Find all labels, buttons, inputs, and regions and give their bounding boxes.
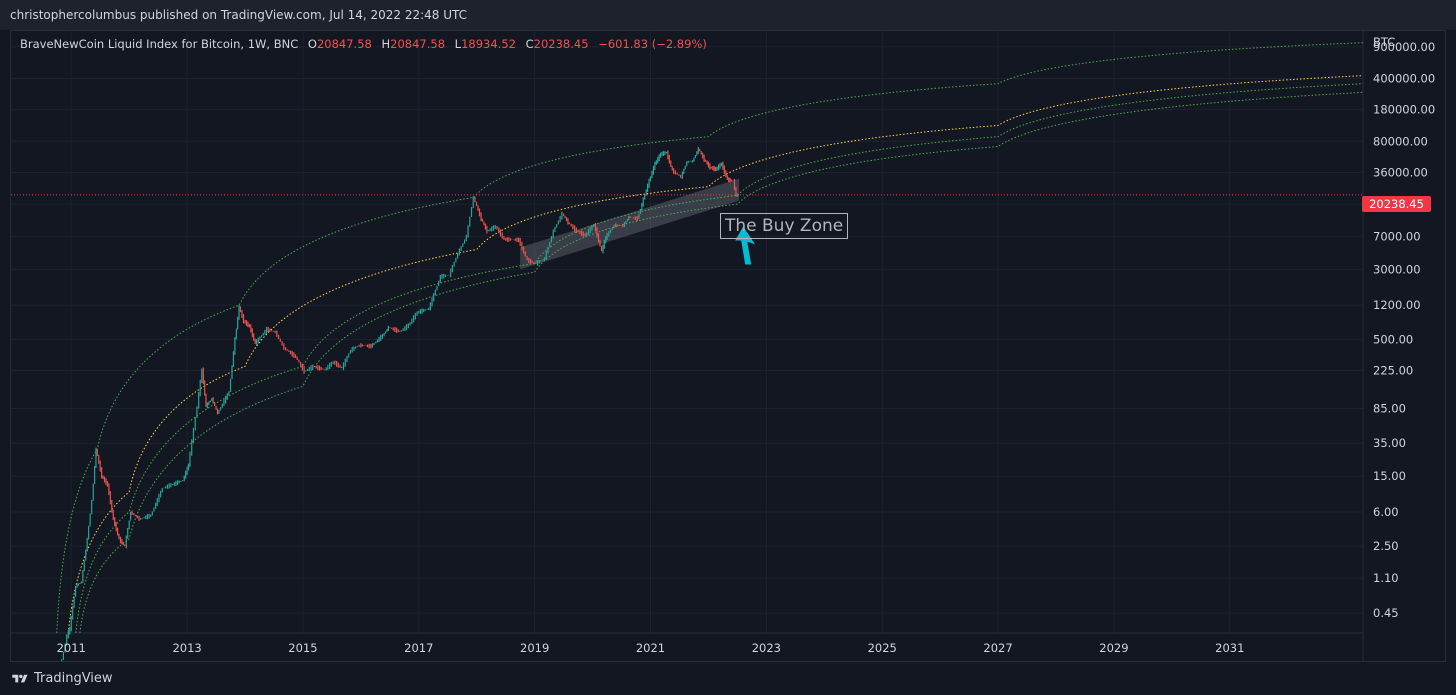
chart-background (11, 31, 1445, 661)
time-tick-label: 2025 (868, 641, 897, 655)
time-tick-label: 2019 (520, 641, 549, 655)
price-axis-labels: 900000.00 400000.00 180000.00 80000.00 36000… (1373, 40, 1435, 620)
legend-open-value: 20847.58 (316, 37, 372, 51)
legend-open-label: O (307, 37, 317, 51)
curve-outer-lower-2 (79, 91, 1364, 634)
price-tick-label: 500.00 (1373, 332, 1413, 346)
arrow-icon (735, 226, 756, 265)
price-tick-label: 7000.00 (1373, 229, 1421, 243)
price-chart[interactable]: 900000.00 400000.00 180000.00 80000.00 36000… (11, 31, 1446, 662)
price-tick-label: 400000.00 (1373, 71, 1435, 85)
price-series (61, 146, 739, 661)
price-tick-label: 225.00 (1373, 364, 1413, 378)
price-tick-label: 36000.00 (1373, 165, 1428, 179)
time-tick-label: 2013 (172, 641, 201, 655)
legend-low-value: 18934.52 (461, 37, 516, 51)
curve-outer-lower-1 (75, 83, 1364, 634)
tradingview-logo-icon (12, 674, 28, 682)
time-axis-labels: 2011 2013 2015 2017 2019 2021 2023 2025 2027 2029… (57, 641, 1245, 655)
current-price-tag: 20238.45 (1362, 196, 1431, 212)
tradingview-brand: TradingView (34, 671, 113, 686)
price-tick-label: 15.00 (1373, 469, 1406, 483)
price-tick-label: 1200.00 (1373, 298, 1421, 312)
time-tick-label: 2021 (636, 641, 665, 655)
time-tick-label: 2023 (752, 641, 781, 655)
published-text: christophercolumbus published on Trading… (10, 8, 468, 22)
price-tick-label: 6.00 (1373, 505, 1399, 519)
curve-outer-upper (56, 42, 1364, 634)
legend-close-label: C (525, 37, 534, 51)
time-tick-label: 2031 (1215, 641, 1244, 655)
currency-label: BTC (1373, 35, 1396, 49)
symbol-legend: BraveNewCoin Liquid Index for Bitcoin, 1… (20, 37, 707, 51)
price-tick-label: 900000.00 (1373, 40, 1435, 54)
price-tick-label: 85.00 (1373, 402, 1406, 416)
legend-high-value: 20847.58 (390, 37, 446, 51)
legend-high-label: H (381, 37, 391, 51)
grid-lines (11, 31, 1363, 633)
time-tick-label: 2029 (1099, 641, 1128, 655)
chart-frame[interactable]: 900000.00 400000.00 180000.00 80000.00 36000… (10, 30, 1446, 662)
publish-header: christophercolumbus published on Trading… (0, 0, 1456, 30)
legend-symbol: BraveNewCoin Liquid Index for Bitcoin, 1… (20, 37, 299, 51)
curve-mid (67, 75, 1364, 634)
price-tick-label: 180000.00 (1373, 103, 1435, 117)
legend-close-value: 20238.45 (533, 37, 589, 51)
price-tick-label: 80000.00 (1373, 134, 1428, 148)
buy-zone-annotation[interactable]: The Buy Zone (720, 213, 849, 239)
buy-zone-band (520, 178, 740, 270)
price-tick-label: 3000.00 (1373, 262, 1421, 276)
price-tick-label: 1.10 (1373, 571, 1399, 585)
footer-bar: TradingView (0, 662, 1456, 695)
time-tick-label: 2015 (288, 641, 317, 655)
legend-change: −601.83 (−2.89%) (598, 37, 707, 51)
legend-low-label: L (454, 37, 462, 51)
price-tick-label: 2.50 (1373, 539, 1399, 553)
price-tick-label: 0.45 (1373, 606, 1399, 620)
price-tick-label: 35.00 (1373, 436, 1406, 450)
time-tick-label: 2027 (983, 641, 1012, 655)
time-tick-label: 2017 (404, 641, 433, 655)
time-tick-label: 2011 (57, 641, 86, 655)
